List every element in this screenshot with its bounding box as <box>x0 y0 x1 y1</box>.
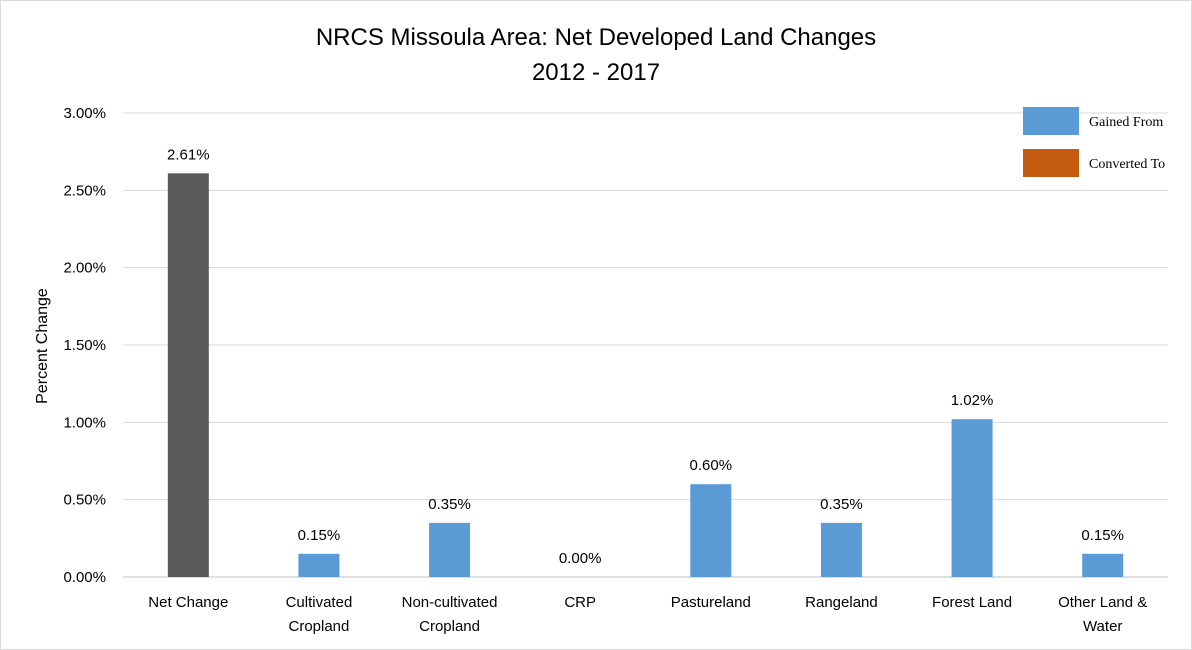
category-labels: Net Change Cultivated Cropland Non-cultivat… <box>148 594 1147 635</box>
data-label: 0.60% <box>690 457 733 474</box>
bar <box>167 173 209 577</box>
category-label: Cropland <box>289 618 350 635</box>
category-label: Water <box>1083 618 1122 635</box>
bar <box>951 419 993 577</box>
data-label: 1.02% <box>951 392 994 409</box>
data-label: 0.00% <box>559 550 602 567</box>
legend: Gained From Converted To <box>1023 107 1165 177</box>
data-labels: 2.61% 0.15% 0.35% 0.00% 0.60% 0.35% 1.02% 0.15% <box>167 146 1124 567</box>
legend-swatch <box>1023 107 1079 135</box>
y-tick-label: 2.00% <box>63 260 106 277</box>
y-tick-label: 1.50% <box>63 337 106 354</box>
bar <box>820 522 862 577</box>
category-label: Other Land & <box>1058 594 1147 611</box>
category-label: Non-cultivated <box>402 594 498 611</box>
y-tick-labels: 0.00% 0.50% 1.00% 1.50% 2.00% 2.50% 3.00% <box>63 105 106 586</box>
y-tick-label: 0.50% <box>63 492 106 509</box>
y-axis-title: Percent Change <box>34 288 51 404</box>
y-tick-label: 0.00% <box>63 569 106 586</box>
y-tick-label: 3.00% <box>63 105 106 122</box>
legend-label: Gained From <box>1089 115 1163 130</box>
chart-subtitle: 2012 - 2017 <box>532 59 660 86</box>
data-label: 0.35% <box>428 496 471 513</box>
bar <box>1082 553 1124 577</box>
category-label: Rangeland <box>805 594 878 611</box>
legend-swatch <box>1023 149 1079 177</box>
data-label: 0.35% <box>820 496 863 513</box>
bar <box>690 484 732 577</box>
category-label: Cropland <box>419 618 480 635</box>
legend-label: Converted To <box>1089 157 1165 172</box>
y-tick-label: 1.00% <box>63 414 106 431</box>
category-label: CRP <box>564 594 596 611</box>
category-label: Pastureland <box>671 594 751 611</box>
data-label: 0.15% <box>298 527 341 544</box>
data-label: 0.15% <box>1081 527 1124 544</box>
y-tick-label: 2.50% <box>63 182 106 199</box>
bars <box>167 173 1124 577</box>
gridlines <box>123 112 1168 578</box>
chart-title: NRCS Missoula Area: Net Developed Land C… <box>316 24 876 51</box>
data-label: 2.61% <box>167 146 210 163</box>
bar <box>298 553 340 577</box>
category-label: Net Change <box>148 594 228 611</box>
category-label: Forest Land <box>932 594 1012 611</box>
bar <box>429 522 471 577</box>
category-label: Cultivated <box>286 594 353 611</box>
